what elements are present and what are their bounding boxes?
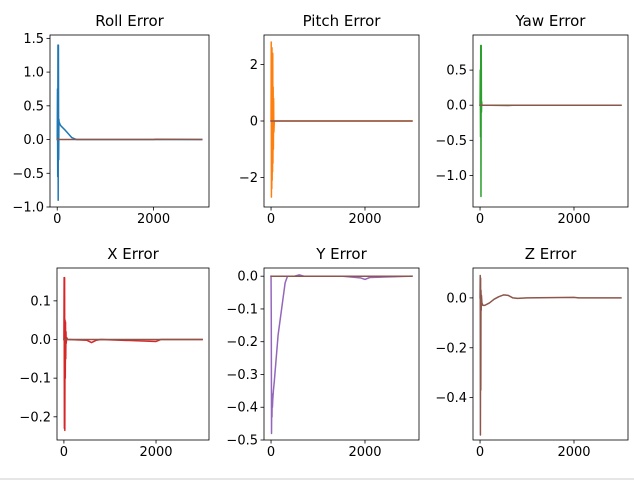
y-tick-label: −0.2: [435, 341, 467, 356]
y-tick-label: −0.1: [226, 302, 258, 317]
x-tick-label: 2000: [348, 212, 381, 227]
chart-title: Y Error: [315, 245, 367, 263]
plot-area: [479, 44, 622, 198]
bottom-strip: [0, 478, 634, 480]
y-tick-label: 0: [250, 115, 258, 130]
plot-area: [270, 274, 413, 435]
series-line-1: [56, 44, 203, 201]
y-tick-label: −1.0: [12, 201, 44, 216]
y-tick-label: 0.5: [446, 64, 467, 79]
x-tick-label: 2000: [137, 212, 170, 227]
subplot-1: 0 2000 −1.0 −0.5 0.0 0.5 1.0 1.5 Roll Error: [12, 12, 210, 227]
y-tick-label: −0.2: [19, 410, 51, 425]
x-tick-label: 0: [60, 445, 68, 460]
x-tick-label: 0: [53, 212, 61, 227]
x-tick-label: 2000: [557, 212, 590, 227]
subplot-2: 0 2000 −2 0 2 Pitch Error: [239, 12, 420, 227]
subplot-4: 0 2000 −0.2 −0.1 0.0 0.1 X Error: [19, 245, 210, 460]
y-tick-label: −0.1: [19, 372, 51, 387]
series-line-1: [63, 276, 203, 432]
y-tick-label: 1.0: [23, 66, 44, 81]
axes-frame: [263, 267, 420, 441]
y-tick-label: −0.5: [435, 134, 467, 149]
series-line-1: [270, 41, 413, 198]
x-tick-label: 0: [476, 445, 484, 460]
chart-title: Pitch Error: [303, 12, 382, 30]
x-tick-label: 0: [267, 445, 275, 460]
chart-title: Yaw Error: [515, 12, 587, 30]
y-tick-label: −0.2: [226, 335, 258, 350]
y-tick-label: −0.5: [226, 434, 258, 449]
y-tick-label: −0.4: [435, 391, 467, 406]
y-tick-label: −2: [239, 171, 258, 186]
y-tick-label: 2: [250, 58, 258, 73]
chart-title: Roll Error: [95, 12, 164, 30]
x-tick-label: 0: [476, 212, 484, 227]
y-tick-label: −1.0: [435, 169, 467, 184]
series-line-1: [270, 274, 413, 435]
plot-area: [63, 276, 203, 432]
y-tick-label: 0.1: [30, 294, 51, 309]
y-tick-label: −0.5: [12, 167, 44, 182]
axes-frame: [56, 267, 210, 441]
y-tick-label: 0.0: [237, 270, 258, 285]
y-tick-label: 0.0: [30, 333, 51, 348]
chart-title: X Error: [107, 245, 159, 263]
series-line-1: [479, 274, 622, 436]
x-tick-label: 2000: [557, 445, 590, 460]
subplot-3: 0 2000 −1.0 −0.5 0.0 0.5 Yaw Error: [435, 12, 629, 227]
subplot-5: 0 2000 −0.5 −0.4 −0.3 −0.2 −0.1 0.0 Y Error: [226, 245, 420, 460]
subplot-6: 0 2000 −0.4 −0.2 0.0 Z Error: [435, 245, 629, 460]
chart-title: Z Error: [525, 245, 577, 263]
y-tick-label: −0.4: [226, 401, 258, 416]
y-tick-label: 1.5: [23, 32, 44, 47]
axes-frame: [49, 34, 210, 208]
plot-area: [270, 41, 413, 198]
axes-frame: [472, 34, 629, 208]
y-tick-label: 0.0: [23, 133, 44, 148]
y-tick-label: 0.0: [446, 291, 467, 306]
y-tick-label: 0.5: [23, 99, 44, 114]
x-tick-label: 0: [267, 212, 275, 227]
y-tick-label: 0.0: [446, 99, 467, 114]
x-tick-label: 2000: [348, 445, 381, 460]
axes-frame: [472, 267, 629, 441]
x-tick-label: 2000: [139, 445, 172, 460]
y-tick-label: −0.3: [226, 368, 258, 383]
plot-area: [56, 44, 203, 201]
plot-area: [479, 274, 622, 436]
series-line-1: [479, 44, 622, 198]
